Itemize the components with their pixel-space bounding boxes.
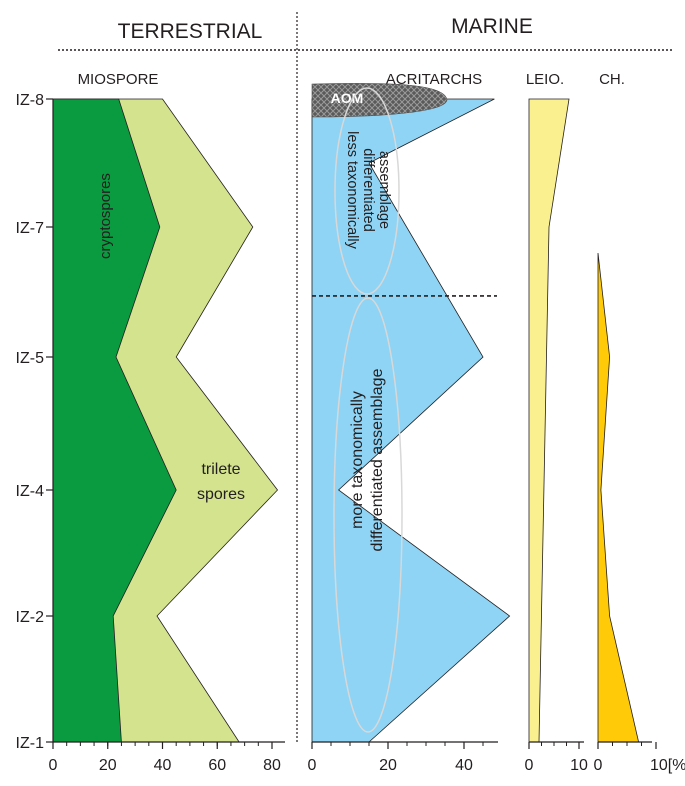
x-tick-label: 0 bbox=[49, 757, 58, 774]
x-tick-label: 10[%] bbox=[650, 757, 685, 774]
x-tick-label: 60 bbox=[208, 757, 226, 774]
ch-area bbox=[597, 252, 640, 743]
depth-tick-label: IZ-8 bbox=[16, 92, 45, 109]
upper-assemblage-line1: less taxonomically bbox=[344, 131, 360, 249]
ch-title: CH. bbox=[599, 71, 625, 88]
acritarchs-title: ACRITARCHS bbox=[386, 71, 482, 88]
depth-tick-label: IZ-5 bbox=[16, 350, 45, 367]
x-tick-label: 20 bbox=[379, 757, 397, 774]
upper-assemblage-line3: assemblage bbox=[376, 151, 392, 229]
cryptospores-label: cryptospores bbox=[97, 173, 114, 259]
upper-assemblage-line2: differentiated bbox=[360, 148, 376, 232]
terrestrial-header: TERRESTRIAL bbox=[118, 20, 263, 43]
x-tick-label: 20 bbox=[99, 757, 117, 774]
trilete-label-line2: spores bbox=[197, 486, 245, 503]
x-tick-label: 0 bbox=[594, 757, 603, 774]
marine-header: MARINE bbox=[451, 15, 533, 38]
lower-assemblage-line1: more taxonomically bbox=[349, 391, 366, 529]
lower-assemblage-line2: differentiated assemblage bbox=[369, 368, 386, 551]
acritarchs-panel: AOM less taxonomically differentiated as… bbox=[311, 83, 511, 743]
depth-tick-label: IZ-7 bbox=[16, 220, 45, 237]
lower-assemblage-ellipse bbox=[333, 297, 403, 733]
leio-title: LEIO. bbox=[526, 71, 564, 88]
depth-tick-label: IZ-2 bbox=[16, 609, 45, 626]
aom-area bbox=[311, 83, 448, 118]
depth-tick-label: IZ-4 bbox=[16, 483, 45, 500]
x-tick-label: 80 bbox=[263, 757, 281, 774]
axes-group: IZ-1IZ-2IZ-4IZ-5IZ-7IZ-80 20 40 60 80 0 20 40 0 1… bbox=[16, 92, 685, 774]
miospore-title: MIOSPORE bbox=[78, 71, 159, 88]
acritarchs-area bbox=[311, 98, 511, 743]
x-tick-label: 10 bbox=[570, 757, 588, 774]
leio-area bbox=[528, 98, 570, 743]
x-tick-label: 40 bbox=[455, 757, 473, 774]
depth-tick-label: IZ-1 bbox=[16, 735, 45, 752]
miospore-panel: cryptospores trilete spores bbox=[52, 98, 279, 743]
upper-assemblage-ellipse bbox=[334, 87, 400, 295]
x-tick-label: 0 bbox=[525, 757, 534, 774]
x-tick-label: 0 bbox=[308, 757, 317, 774]
x-tick-label: 40 bbox=[154, 757, 172, 774]
trilete-label-line1: trilete bbox=[201, 461, 240, 478]
